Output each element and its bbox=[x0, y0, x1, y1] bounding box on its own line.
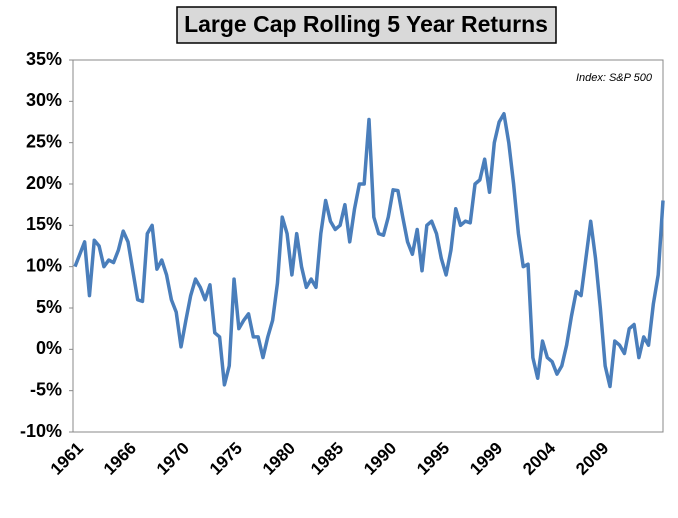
x-tick-label: 2009 bbox=[572, 439, 612, 479]
x-tick-label: 1966 bbox=[100, 439, 140, 479]
y-tick-label: 15% bbox=[26, 214, 62, 234]
x-tick-label: 1999 bbox=[466, 439, 506, 479]
x-tick-label: 1990 bbox=[360, 439, 400, 479]
y-tick-label: 10% bbox=[26, 255, 62, 275]
x-tick-label: 2004 bbox=[519, 438, 560, 479]
y-tick-label: 35% bbox=[26, 49, 62, 69]
x-tick-label: 1975 bbox=[206, 439, 246, 479]
y-tick-label: 25% bbox=[26, 131, 62, 151]
x-tick-label: 1961 bbox=[47, 439, 87, 479]
chart-title: Large Cap Rolling 5 Year Returns bbox=[184, 11, 548, 37]
title-box bbox=[176, 6, 557, 44]
x-tick-label: 1995 bbox=[413, 439, 453, 479]
x-tick-label: 1985 bbox=[307, 439, 347, 479]
y-tick-label: 0% bbox=[36, 338, 62, 358]
y-tick-label: 30% bbox=[26, 90, 62, 110]
x-tick-label: 1980 bbox=[259, 439, 299, 479]
annotation: Index: S&P 500 bbox=[576, 72, 653, 84]
y-tick-label: 5% bbox=[36, 297, 62, 317]
y-tick-label: -10% bbox=[20, 421, 62, 441]
y-tick-label: -5% bbox=[30, 379, 62, 399]
line-series bbox=[73, 111, 665, 389]
plot-area bbox=[72, 59, 664, 433]
x-tick-label: 1970 bbox=[153, 439, 193, 479]
y-tick-label: 20% bbox=[26, 173, 62, 193]
